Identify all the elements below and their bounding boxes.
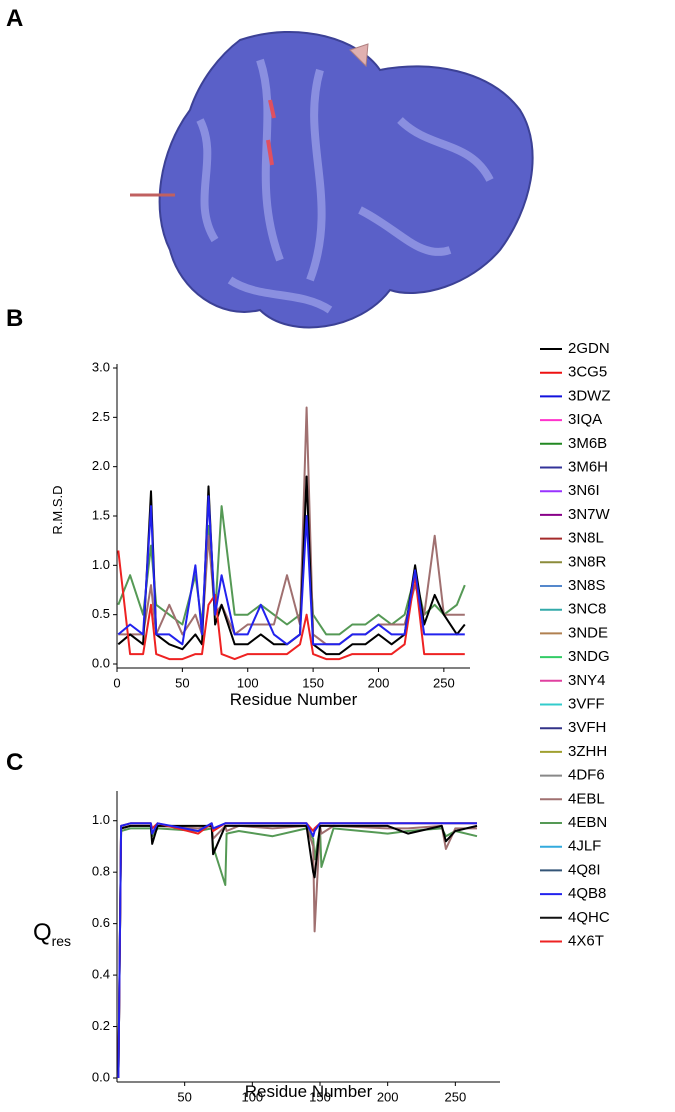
x-tick-label: 200 [368, 675, 390, 690]
legend-label: 4QHC [568, 909, 610, 926]
series-line [117, 475, 466, 656]
y-tick-label: 2.0 [92, 458, 110, 473]
y-axis-label: Qres [33, 919, 71, 949]
y-tick-label: 0.4 [92, 967, 110, 982]
series-line [117, 824, 477, 1079]
x-tick-label: 250 [433, 675, 455, 690]
series-line [117, 495, 465, 646]
y-tick-label: 2.5 [92, 409, 110, 424]
y-tick-label: 3.0 [92, 359, 110, 374]
y-tick-label: 0.6 [92, 915, 110, 930]
y-tick-label: 0.0 [92, 1069, 110, 1084]
legend-label: 3IQA [568, 411, 602, 428]
x-tick-label: 150 [302, 675, 324, 690]
y-tick-label: 1.0 [92, 557, 110, 572]
legend-label: 3CG5 [568, 364, 607, 381]
series-line [117, 822, 477, 1079]
x-tick-label: 50 [177, 1089, 191, 1104]
series-line [117, 827, 478, 1079]
legend-label: 4Q8I [568, 861, 601, 878]
y-axis-label-sub: res [52, 933, 71, 949]
legend-label: 4JLF [568, 838, 601, 855]
legend-label: 3N8S [568, 577, 606, 594]
x-tick-label: 100 [241, 1089, 263, 1104]
x-tick-label: 250 [444, 1089, 466, 1104]
y-tick-label: 0.0 [92, 655, 110, 670]
x-tick-label: 50 [175, 675, 189, 690]
legend-label: 3N7W [568, 506, 611, 523]
series-line [118, 406, 465, 646]
legend-label: 4QB8 [568, 885, 606, 902]
legend-label: 3VFF [568, 695, 605, 712]
y-tick-label: 1.0 [92, 812, 110, 827]
series-line [117, 824, 478, 1079]
y-axis-label-main: Q [33, 919, 52, 946]
legend-label: 3M6H [568, 458, 608, 475]
series-line [117, 505, 466, 636]
x-tick-label: 0 [113, 675, 120, 690]
y-tick-label: 0.8 [92, 864, 110, 879]
x-tick-label: 150 [309, 1089, 331, 1104]
legend-label: 4DF6 [568, 767, 605, 784]
protein-structure [130, 31, 534, 329]
legend-label: 3N6I [568, 482, 600, 499]
legend-label: 3N8L [568, 530, 604, 547]
legend-label: 3NDE [568, 624, 608, 641]
y-tick-label: 1.5 [92, 507, 110, 522]
legend-label: 3VFH [568, 719, 606, 736]
legend-label: 4X6T [568, 932, 604, 949]
legend-label: 3N8R [568, 553, 607, 570]
legend-label: 3DWZ [568, 387, 611, 404]
legend-label: 2GDN [568, 340, 610, 357]
panel-label: B [6, 305, 23, 332]
x-tick-label: 200 [377, 1089, 399, 1104]
y-tick-label: 0.5 [92, 606, 110, 621]
legend-label: 3NDG [568, 648, 610, 665]
series-line [117, 822, 477, 1079]
y-axis-label: R.M.S.D [50, 485, 65, 534]
series-line [117, 550, 465, 661]
legend-label: 4EBL [568, 790, 605, 807]
panel-label: A [6, 5, 23, 32]
x-tick-label: 100 [237, 675, 259, 690]
y-tick-label: 0.2 [92, 1018, 110, 1033]
x-axis-label: Residue Number [245, 1082, 373, 1101]
legend-label: 4EBN [568, 814, 607, 831]
panel-label: C [6, 749, 23, 776]
legend-label: 3M6B [568, 435, 607, 452]
x-axis-label: Residue Number [230, 690, 358, 709]
legend-label: 3NC8 [568, 601, 606, 618]
legend-label: 3NY4 [568, 672, 606, 689]
legend-label: 3ZHH [568, 743, 607, 760]
